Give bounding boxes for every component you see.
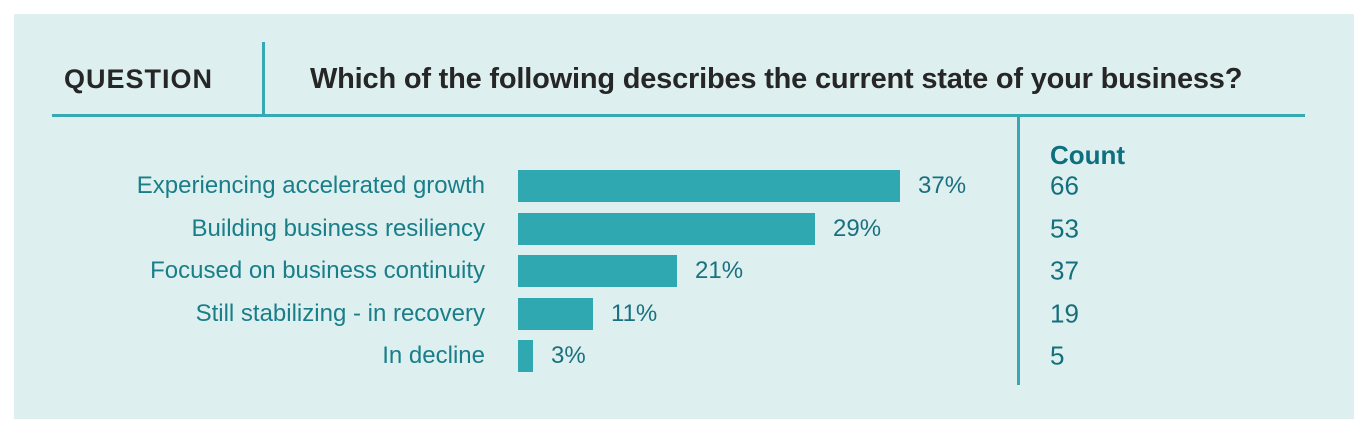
percent-label: 21% — [695, 257, 744, 285]
chart-panel: QUESTION Which of the following describe… — [14, 14, 1354, 419]
category-label: Experiencing accelerated growth — [136, 172, 485, 200]
bar — [518, 297, 593, 330]
percent-label: 11% — [611, 299, 658, 327]
bar — [518, 170, 900, 203]
count-column-divider — [1017, 116, 1020, 385]
chart-row: Building business resiliency 29% 53 — [14, 208, 1354, 251]
percent-label: 37% — [918, 172, 967, 200]
category-label: Still stabilizing - in recovery — [195, 299, 485, 327]
bar-chart: Experiencing accelerated growth 37% 66 B… — [14, 165, 1354, 378]
count-value: 66 — [1050, 170, 1079, 201]
chart-row: Still stabilizing - in recovery 11% 19 — [14, 293, 1354, 336]
bar — [518, 340, 533, 373]
bar — [518, 212, 815, 245]
chart-row: Focused on business continuity 21% 37 — [14, 250, 1354, 293]
bar — [518, 255, 677, 288]
question-label: QUESTION — [63, 63, 213, 94]
header-horizontal-rule — [52, 114, 1305, 117]
count-value: 37 — [1050, 255, 1079, 286]
question-text: Which of the following describes the cur… — [310, 62, 1243, 95]
count-value: 19 — [1050, 298, 1079, 329]
percent-label: 29% — [833, 214, 882, 242]
chart-row: In decline 3% 5 — [14, 335, 1354, 378]
header-vertical-divider — [262, 42, 265, 116]
count-value: 5 — [1050, 340, 1065, 371]
percent-label: 3% — [551, 342, 586, 370]
chart-row: Experiencing accelerated growth 37% 66 — [14, 165, 1354, 208]
category-label: In decline — [382, 342, 485, 370]
category-label: Building business resiliency — [191, 214, 485, 242]
count-column-header: Count — [1050, 140, 1126, 170]
category-label: Focused on business continuity — [150, 257, 485, 285]
count-value: 53 — [1050, 213, 1079, 244]
